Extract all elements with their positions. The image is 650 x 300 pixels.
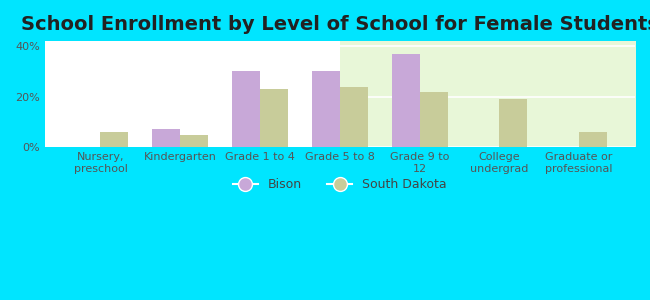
Bar xyxy=(312,71,340,147)
Bar xyxy=(180,134,208,147)
Bar xyxy=(499,99,527,147)
Bar xyxy=(152,130,180,147)
Bar xyxy=(420,92,447,147)
Bar xyxy=(392,54,420,147)
Bar xyxy=(260,89,288,147)
Bar xyxy=(340,86,368,147)
Title: School Enrollment by Level of School for Female Students: School Enrollment by Level of School for… xyxy=(21,15,650,34)
Legend: Bison, South Dakota: Bison, South Dakota xyxy=(228,173,452,196)
Bar xyxy=(101,132,129,147)
Bar xyxy=(579,132,607,147)
Bar xyxy=(232,71,260,147)
